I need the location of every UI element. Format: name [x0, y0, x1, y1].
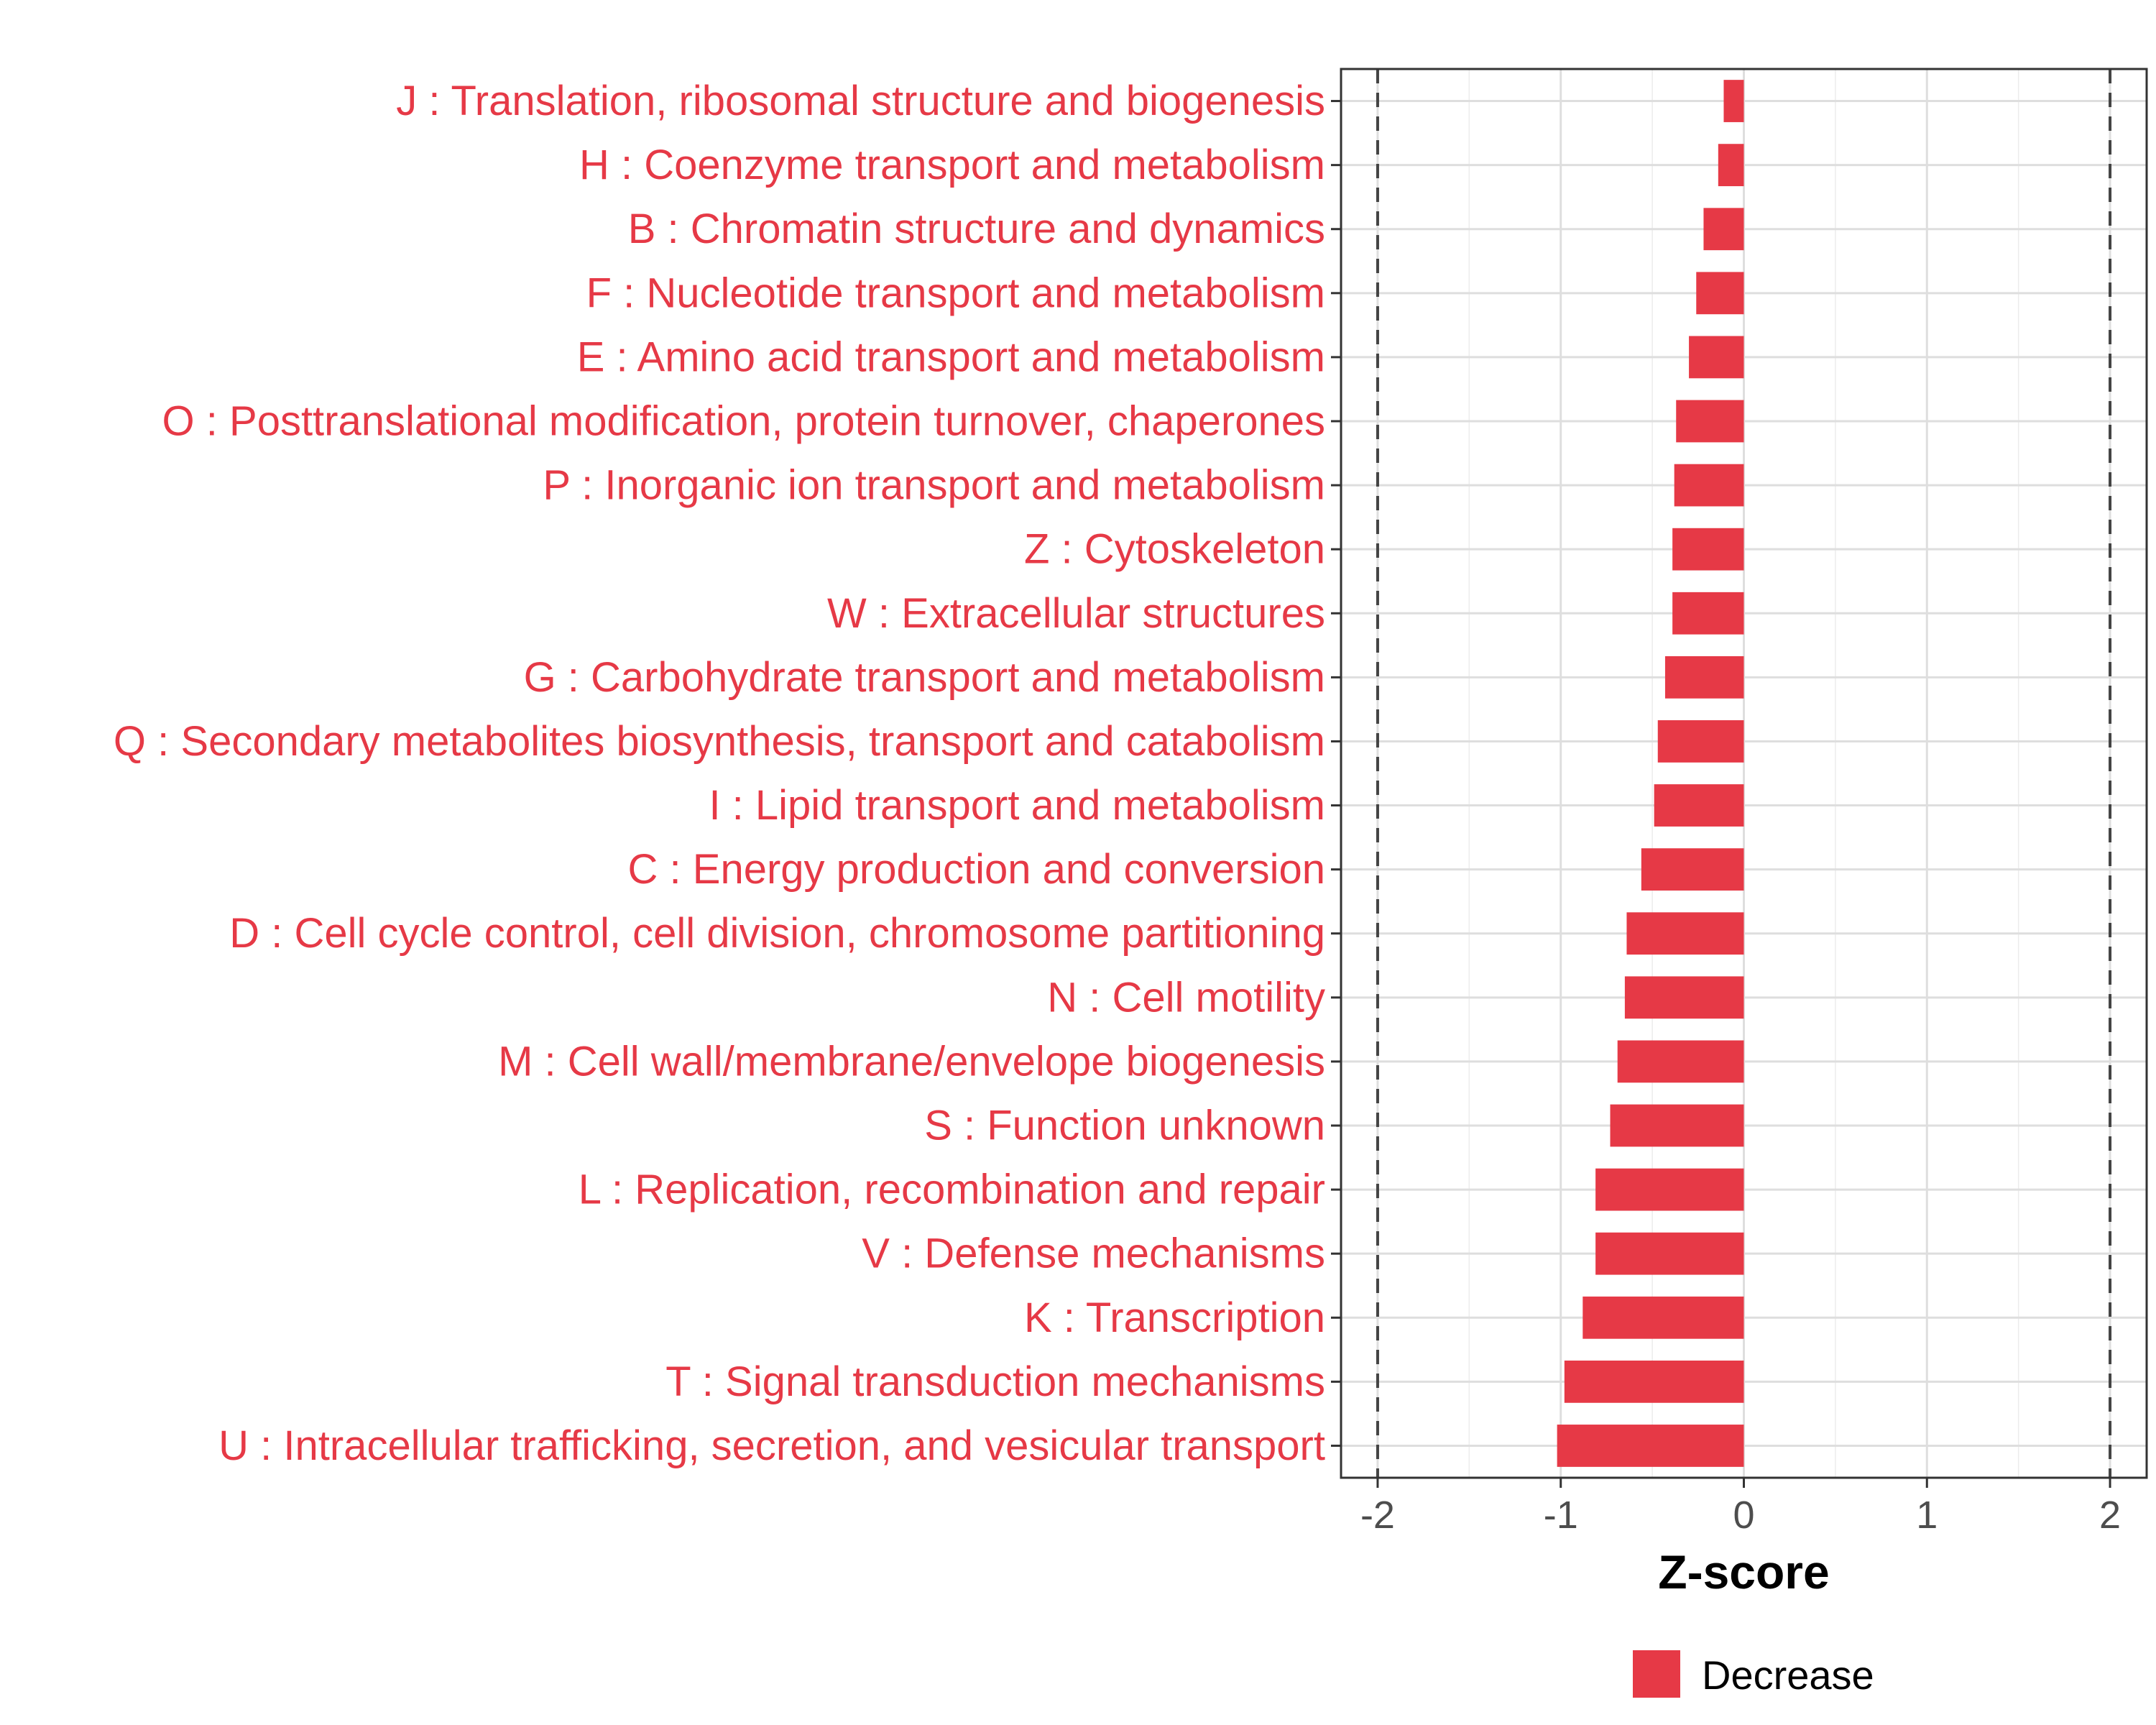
bar [1595, 1168, 1744, 1211]
bar [1657, 720, 1744, 763]
x-tick-label: 0 [1733, 1494, 1754, 1537]
category-label: L : Replication, recombination and repai… [579, 1167, 1325, 1213]
reference-lines [1376, 69, 2112, 1478]
bar [1595, 1232, 1744, 1275]
category-labels: J : Translation, ribosomal structure and… [114, 78, 1325, 1469]
category-label: Z : Cytoskeleton [1024, 526, 1325, 573]
bar [1610, 1104, 1744, 1147]
bar [1617, 1040, 1744, 1083]
category-label: E : Amino acid transport and metabolism [577, 334, 1325, 380]
category-label: V : Defense mechanisms [862, 1230, 1325, 1277]
bars [1557, 80, 1744, 1467]
category-label: N : Cell motility [1047, 974, 1325, 1021]
category-label: H : Coenzyme transport and metabolism [579, 142, 1325, 188]
x-tick-label: -1 [1544, 1494, 1578, 1537]
y-axis-ticks [1331, 100, 1341, 1447]
bar [1689, 336, 1744, 379]
category-label: T : Signal transduction mechanisms [665, 1358, 1325, 1405]
bar [1672, 528, 1744, 571]
bar [1672, 592, 1744, 635]
category-label: Q : Secondary metabolites biosynthesis, … [114, 718, 1325, 765]
category-label: C : Energy production and conversion [628, 846, 1325, 893]
bar [1583, 1296, 1744, 1339]
bar [1703, 208, 1744, 251]
legend-label-decrease: Decrease [1702, 1652, 1874, 1698]
category-label: F : Nucleotide transport and metabolism [586, 270, 1325, 316]
bar [1564, 1360, 1744, 1403]
bar [1696, 272, 1744, 315]
bar [1674, 464, 1744, 507]
bar [1664, 656, 1744, 699]
category-label: I : Lipid transport and metabolism [709, 782, 1325, 829]
bar [1676, 400, 1744, 443]
category-label: S : Function unknown [924, 1103, 1325, 1149]
bar [1718, 144, 1744, 187]
bar [1641, 848, 1744, 891]
x-axis-title: Z-score [1658, 1545, 1829, 1598]
legend: Decrease [1633, 1650, 1874, 1698]
x-tick-label: 2 [2099, 1494, 2121, 1537]
category-label: B : Chromatin structure and dynamics [628, 206, 1325, 252]
x-axis-ticks: -2 -1 0 1 2 [1360, 1478, 2121, 1537]
category-label: U : Intracellular trafficking, secretion… [218, 1422, 1325, 1469]
bar [1626, 912, 1744, 955]
bar [1654, 784, 1744, 827]
bar [1723, 80, 1744, 122]
category-label: G : Carbohydrate transport and metabolis… [524, 654, 1325, 701]
category-label: J : Translation, ribosomal structure and… [396, 78, 1325, 124]
bar [1557, 1425, 1744, 1467]
category-label: W : Extracellular structures [827, 590, 1325, 637]
x-tick-label: 1 [1916, 1494, 1938, 1537]
legend-swatch-decrease [1633, 1650, 1680, 1698]
category-label: K : Transcription [1024, 1294, 1325, 1341]
bar [1624, 976, 1744, 1019]
x-tick-label: -2 [1360, 1494, 1395, 1537]
category-label: D : Cell cycle control, cell division, c… [229, 910, 1325, 957]
category-label: M : Cell wall/membrane/envelope biogenes… [498, 1038, 1325, 1085]
category-label: O : Posttranslational modification, prot… [162, 398, 1325, 445]
category-label: P : Inorganic ion transport and metaboli… [543, 462, 1325, 509]
